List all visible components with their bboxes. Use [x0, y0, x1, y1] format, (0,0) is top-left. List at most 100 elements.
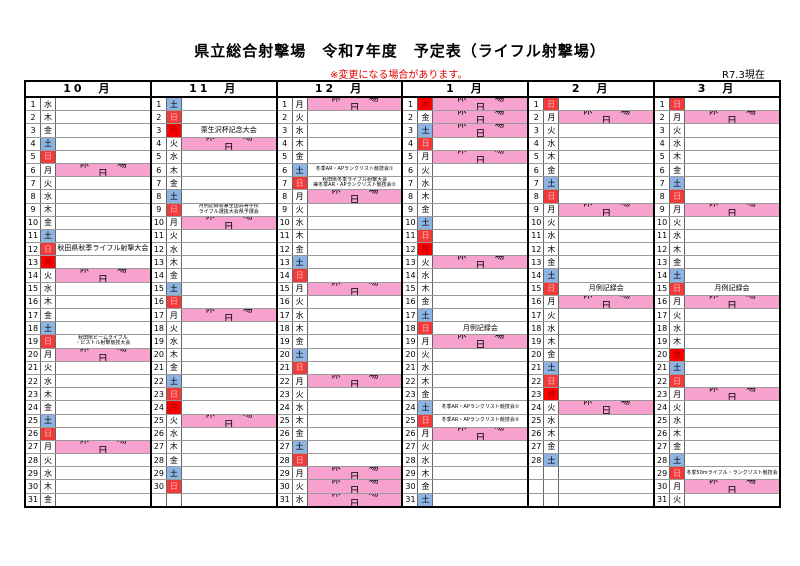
day-row: 18 水 [655, 322, 779, 336]
weekday: 木 [670, 243, 686, 256]
event-cell [56, 98, 150, 110]
day-number: 10 [529, 216, 545, 229]
weekday: 火 [41, 177, 56, 190]
weekday: 月 [167, 309, 182, 322]
day-number: 12 [26, 243, 41, 256]
event-cell [433, 190, 527, 202]
day-row: 19 水 [151, 335, 276, 349]
day-row: 31 水休 場 日 [278, 493, 402, 506]
weekday: 日 [544, 282, 560, 295]
weekday: 木 [418, 98, 434, 111]
day-number: 11 [278, 229, 293, 243]
day-number [152, 493, 167, 506]
weekday: 木 [293, 414, 308, 427]
day-number: 1 [403, 98, 419, 111]
day-number: 21 [152, 361, 167, 374]
day-number: 16 [529, 295, 545, 308]
day-number: 7 [403, 177, 419, 190]
weekday: 日 [166, 388, 182, 401]
day-number: 10 [278, 216, 293, 229]
event-label: 栗生沢杯記念大会 [200, 125, 257, 134]
weekday: 日 [670, 190, 686, 203]
day-number: 31 [403, 493, 419, 506]
event-cell [559, 375, 653, 387]
day-number: 6 [26, 163, 41, 177]
day-row: 7 日秋田県冬季ライフル射撃大会 兼冬季AR・APランクリスト競技会② [277, 177, 402, 191]
day-row: 30 月休 場 日 [655, 480, 779, 494]
weekday: 金 [544, 163, 560, 177]
day-row: 14 水 [403, 269, 528, 283]
weekday: 月 [41, 163, 56, 177]
event-cell [56, 296, 150, 308]
day-number: 26 [152, 427, 167, 440]
event-cell [559, 349, 653, 361]
event-cell [308, 296, 402, 308]
event-cell [308, 217, 402, 229]
day-number: 20 [403, 348, 419, 361]
event-cell [433, 467, 527, 479]
day-row: 22 日 [655, 374, 779, 389]
closed-day: 休 場 日 [307, 493, 402, 506]
weekday: 月 [418, 243, 434, 256]
day-number: 1 [655, 98, 671, 111]
weekday: 木 [41, 480, 56, 493]
event-cell [308, 362, 402, 374]
event-cell [308, 138, 402, 150]
day-number: 28 [403, 454, 419, 467]
day-row: 11 水 [655, 229, 779, 244]
day-row: 31 金 [26, 493, 150, 506]
day-row: 27 月休 場 日 [26, 440, 150, 455]
event-cell [559, 335, 653, 347]
day-number: 5 [529, 150, 545, 163]
weekday: 金 [670, 440, 686, 454]
weekday: 土 [166, 467, 182, 480]
month-header: 10 月 [26, 82, 150, 98]
day-row: 30 金 [403, 480, 528, 494]
month-header: 11 月 [151, 82, 276, 98]
day-row: 24 水 [277, 401, 402, 415]
day-number: 17 [403, 309, 419, 322]
day-row: 22 月休 場 日 [277, 374, 402, 389]
day-row [529, 467, 654, 481]
day-row: 21 水 [403, 361, 528, 375]
event-cell [56, 190, 150, 202]
day-row: 29 水 [26, 467, 150, 481]
day-row: 20 金 [655, 348, 779, 362]
weekday: 水 [167, 150, 182, 163]
weekday: 土 [670, 177, 686, 190]
day-number: 2 [26, 111, 41, 124]
weekday: 木 [544, 335, 560, 348]
event-cell [685, 230, 779, 242]
day-row: 26 日 [26, 427, 150, 441]
day-number: 15 [403, 282, 419, 295]
day-row: 13 火休 場 日 [403, 256, 528, 270]
day-number: 12 [655, 243, 671, 256]
closed-day: 休 場 日 [433, 335, 528, 348]
weekday: 火 [418, 440, 434, 454]
weekday: 土 [166, 190, 182, 203]
day-row: 26 木 [655, 427, 779, 441]
day-number: 29 [26, 467, 41, 480]
weekday: 月 [418, 427, 434, 440]
day-number: 1 [278, 98, 293, 111]
day-row: 9 日 月例記録会兼全国高等学校 ライフル選抜大会県予選会 [151, 203, 276, 217]
event-cell [433, 362, 527, 374]
day-number: 24 [152, 401, 167, 414]
weekday: 木 [293, 229, 308, 243]
event-cell [308, 428, 402, 440]
weekday: 木 [670, 427, 686, 440]
event-cell [56, 230, 150, 242]
weekday: 金 [418, 388, 434, 401]
event-cell [433, 230, 527, 242]
day-row: 23 日 [151, 388, 276, 402]
day-number: 14 [655, 269, 671, 282]
weekday: 水 [41, 282, 56, 295]
day-row: 15 木 [403, 282, 528, 296]
event-cell [56, 204, 150, 216]
